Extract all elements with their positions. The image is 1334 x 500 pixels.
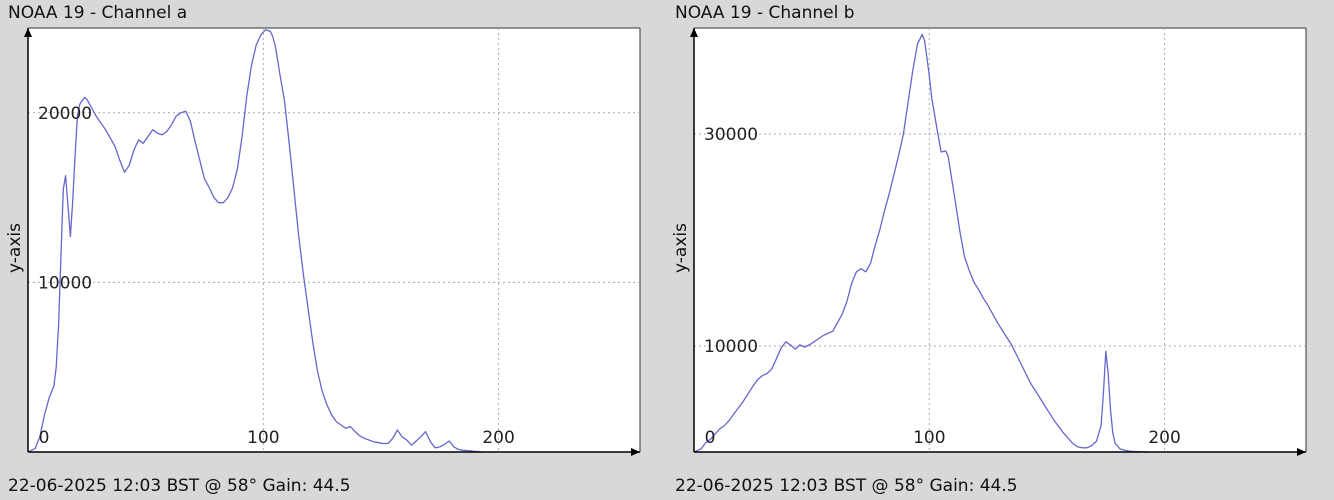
chart-title: NOAA 19 - Channel a: [8, 3, 188, 23]
x-tick-label: 200: [1148, 428, 1180, 448]
chart-footer: 22-06-2025 12:03 BST @ 58° Gain: 44.5: [8, 476, 351, 496]
plot-background: [694, 28, 1306, 452]
x-tick-label: 0: [39, 428, 50, 448]
plot-background: [28, 28, 640, 452]
x-tick-label: 100: [247, 428, 279, 448]
chart-panel-b: NOAA 19 - Channel b 0 100 200 10000 30000 y-a…: [667, 0, 1334, 500]
chart-plot-a: 0 100 200 10000 20000 y-axis: [5, 27, 641, 456]
series-line: [27, 29, 483, 453]
y-tick-label: 20000: [38, 104, 92, 124]
y-axis-arrow: [24, 28, 32, 37]
series-line: [693, 33, 1149, 453]
chart-title: NOAA 19 - Channel b: [675, 3, 855, 23]
y-tick-label: 10000: [704, 337, 758, 357]
y-axis-label: y-axis: [5, 223, 25, 273]
x-tick-label: 0: [705, 428, 716, 448]
chart-footer: 22-06-2025 12:03 BST @ 58° Gain: 44.5: [675, 476, 1018, 496]
y-tick-label: 10000: [38, 273, 92, 293]
x-tick-label: 100: [913, 428, 945, 448]
chart-panel-a: NOAA 19 - Channel a 0 100 200 10000 20000 y-a…: [5, 3, 641, 496]
x-axis-arrow: [631, 448, 640, 456]
y-axis-label: y-axis: [671, 223, 691, 273]
y-axis-arrow: [690, 28, 698, 37]
y-tick-label: 30000: [704, 125, 758, 145]
x-axis-arrow: [1297, 448, 1306, 456]
x-tick-label: 200: [482, 428, 514, 448]
chart-plot-b: 0 100 200 10000 30000 y-axis: [671, 27, 1307, 456]
